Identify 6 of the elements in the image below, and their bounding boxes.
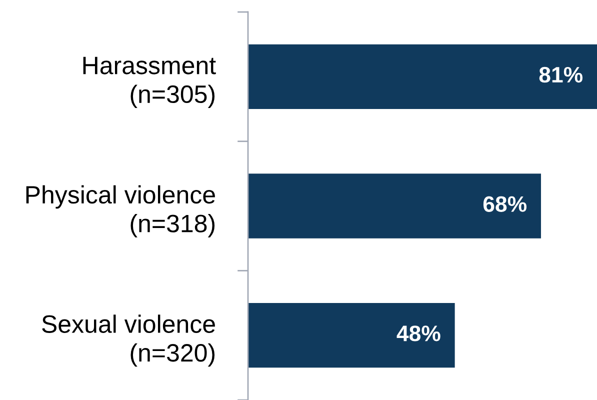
data-label: 81%: [539, 66, 583, 83]
y-tick-label: Sexual violence (n=320): [42, 314, 215, 367]
y-tick-label: Physical violence (n=318): [26, 185, 215, 238]
data-label: 68%: [483, 196, 527, 212]
y-tick-label: Harassment (n=305): [83, 56, 216, 108]
data-label: 48%: [396, 326, 440, 342]
